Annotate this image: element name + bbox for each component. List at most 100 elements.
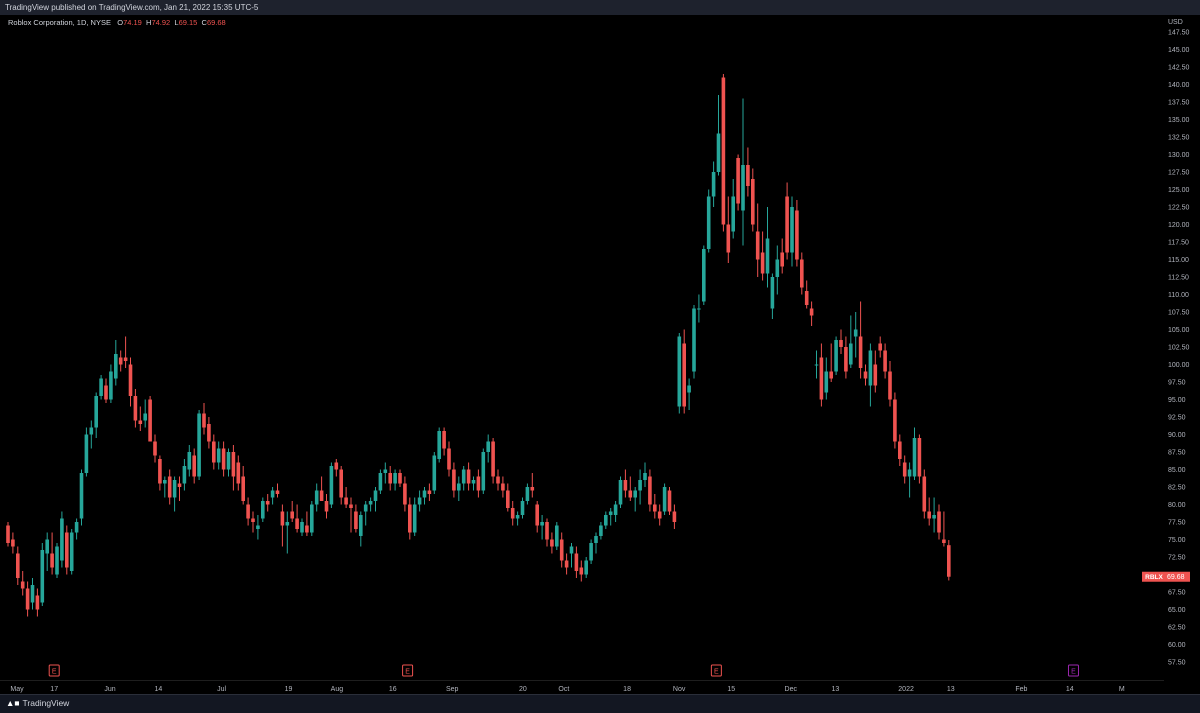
time-tick-label: 17 [50,686,58,693]
candle [608,508,613,526]
high-value: 74.92 [151,18,171,27]
tradingview-brand[interactable]: ▲■ TradingView [6,698,69,708]
candle-body [653,504,657,512]
candle-body [226,452,231,470]
price-axis[interactable]: 57.5060.0062.5065.0067.5070.0072.5075.00… [1164,15,1200,680]
candle [721,74,726,232]
candle-body [20,581,25,589]
candle-body [501,483,505,491]
candle [109,364,113,403]
candle [69,529,74,575]
candle-body [687,385,691,393]
candle-body [716,133,721,172]
candle [212,434,216,470]
candle [383,462,388,484]
candle-body [604,515,608,526]
candle-body [780,252,784,267]
time-tick-label: 13 [832,686,840,693]
candle-body [442,431,446,449]
candle [79,469,84,526]
candle-body [192,455,196,477]
candlestick-plot[interactable]: E E E E RBLX [0,15,1164,680]
candle [437,427,441,463]
candle-body [6,525,10,543]
earnings-marker-label: E [52,669,57,676]
candle-body [834,340,838,372]
candle [834,336,838,375]
candle-body [432,455,437,491]
price-tick-label: 97.50 [1168,380,1186,387]
candle-body [437,431,441,459]
close-label: C [201,18,207,27]
candle-body [932,515,936,519]
candle-body [937,511,941,533]
candle [555,522,559,550]
candle-body [471,480,476,484]
price-tick-label: 95.00 [1168,397,1186,404]
candle [638,469,642,505]
candle [937,504,941,540]
price-chart[interactable]: E E E E RBLX [0,15,1164,680]
candle-body [187,452,192,470]
candle [226,448,231,477]
candle-body [207,424,211,442]
price-tick-label: 147.50 [1168,30,1190,37]
candle-body [99,378,103,396]
candle [221,441,226,477]
candle-body [912,438,917,477]
candle-body [231,452,236,477]
candle-body [618,480,623,505]
candle-body [569,546,574,554]
candle [824,357,829,400]
candle [515,511,520,526]
candle-body [344,497,348,505]
time-tick-label: Aug [331,686,344,693]
candle-body [270,490,275,498]
candle-body [290,511,294,519]
candle-body [305,525,309,533]
candle-body [608,511,613,515]
time-axis[interactable]: May 17 Jun 14 Jul 19 Aug 16 Sep 20 Oct 18 Nov 15 Dec 13… [0,680,1164,695]
earnings-marker: E [710,664,722,677]
publish-info: TradingView published on TradingView.com… [5,3,259,12]
candle-body [55,546,59,575]
candle-body [682,343,686,407]
candle-body [128,364,133,396]
candle [163,476,167,498]
time-axis-scale[interactable]: May 17 Jun 14 Jul 19 Aug 16 Sep 20 Oct 18 Nov 15 Dec 13… [0,681,1164,695]
earnings-marker-box [402,664,414,677]
candle [863,364,868,386]
candle-body [466,469,471,484]
price-tick-label: 117.50 [1168,240,1189,247]
candle [510,501,515,526]
candle-body [706,196,711,249]
price-tick-label: 100.00 [1168,362,1190,369]
candle-body [760,252,765,274]
candle [589,539,593,564]
earnings-marker: E [1067,664,1079,677]
candle [677,333,682,414]
price-axis-scale[interactable]: 57.5060.0062.5065.0067.5070.0072.5075.00… [1164,15,1200,680]
candle [760,231,765,281]
candle [261,497,265,522]
candle-body [153,441,157,456]
time-tick-label: 18 [623,686,631,693]
candle-body [623,480,628,491]
candle-body [574,553,579,571]
candle [814,350,819,379]
candle [873,350,878,393]
candle [530,473,535,498]
candle-body [172,480,177,498]
candle [256,515,260,540]
candle [726,196,731,263]
candle [893,392,897,449]
tradingview-logo-icon: ▲■ [6,698,20,708]
candle [618,476,623,508]
time-tick-label: May [10,686,24,693]
candle [177,476,182,501]
candle [295,504,299,533]
candle-body [94,396,98,428]
earnings-marker-label: E [1071,669,1076,676]
candle [731,179,735,239]
candle-body [354,511,358,529]
